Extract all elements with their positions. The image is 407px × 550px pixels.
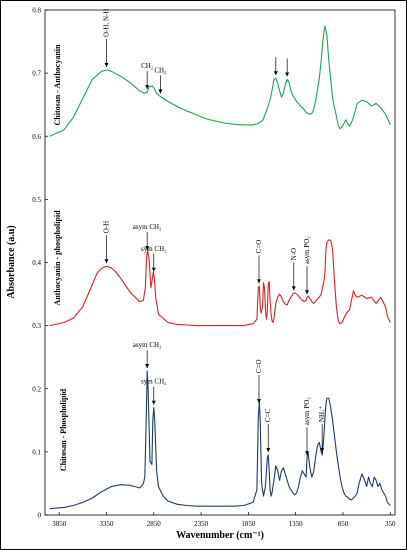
annotation-arrowhead xyxy=(320,448,325,453)
annotation-label: asym PO₂ xyxy=(303,397,311,425)
y-axis: 0 0.1 0.2 0.3 0.4 0.5 0.6 0.7 0.8 xyxy=(32,7,48,520)
annotation-label: CH₂ xyxy=(154,66,167,74)
series-label: Chitosan - Anthocyanin xyxy=(53,44,62,125)
y-tick-label: 0.3 xyxy=(32,322,41,330)
x-tick-label: 850 xyxy=(338,520,349,528)
annotation-arrowhead xyxy=(256,279,261,284)
x-tick-label: 350 xyxy=(385,520,396,528)
x-tick-label: 3350 xyxy=(99,520,114,528)
annotation-label: sym CH₂ xyxy=(141,378,167,386)
series-line-3 xyxy=(49,370,391,510)
x-tick-label: 2350 xyxy=(194,520,209,528)
x-axis: 3850 3350 2850 2350 1850 1350 850 350 xyxy=(52,512,396,528)
series-line-1 xyxy=(49,25,391,137)
annotation-label: asym PO₂ xyxy=(303,236,311,264)
annotation-label: N-O xyxy=(290,248,298,260)
x-tick-label: 1350 xyxy=(289,520,304,528)
annotation-label: O-H, N-H xyxy=(102,9,110,37)
annotation-arrowhead xyxy=(266,448,271,453)
series-label: Anthocyanin - phospholipid xyxy=(53,210,62,306)
annotation-label: C=O xyxy=(255,359,263,373)
annotation-label: asym CH₂ xyxy=(133,223,162,231)
annotation-arrowhead xyxy=(291,286,296,291)
annotation-arrowhead xyxy=(158,89,163,94)
x-tick-label: 2850 xyxy=(147,520,162,528)
x-tick-label: 1850 xyxy=(241,520,256,528)
x-tick-label: 3850 xyxy=(52,520,67,528)
annotation-label: C=C xyxy=(264,408,272,422)
annotation-label: O-H xyxy=(102,221,110,233)
x-axis-title: Wavenumber (cm⁻¹) xyxy=(176,530,264,541)
annotation-label: sym CH₂ xyxy=(141,245,167,253)
y-tick-label: 0.2 xyxy=(32,385,41,393)
annotation-label: asym CH₂ xyxy=(133,341,162,349)
y-tick-label: 0.7 xyxy=(32,70,41,78)
y-tick-label: 0.1 xyxy=(32,448,41,456)
series-line-2 xyxy=(49,239,391,327)
annotation-arrowhead xyxy=(285,72,290,77)
annotation-arrowhead xyxy=(305,451,310,456)
y-tick-label: 0.6 xyxy=(32,133,41,141)
series-layer xyxy=(49,25,391,510)
annotation-arrowhead xyxy=(305,290,310,295)
annotation-arrowhead xyxy=(145,246,150,251)
series-labels: Chitosan - Anthocyanin Anthocyanin - phos… xyxy=(53,44,68,471)
annotation-arrowhead xyxy=(273,71,278,76)
annotation-arrowhead xyxy=(145,364,150,369)
annotation-label: CH₂ xyxy=(141,62,154,70)
annotation-label: C=O xyxy=(255,240,263,254)
annotation-arrowhead xyxy=(104,259,109,264)
annotation-arrowhead xyxy=(145,85,150,90)
y-tick-label: 0.8 xyxy=(32,7,41,15)
annotation-arrowhead xyxy=(151,267,156,272)
annotation-arrowhead xyxy=(104,62,109,67)
y-tick-label: 0 xyxy=(38,512,42,520)
annotation-arrowhead xyxy=(151,400,156,405)
annotation-arrowhead xyxy=(256,399,261,404)
y-tick-label: 0.4 xyxy=(32,259,41,267)
annotation-label: NH₃⁺ xyxy=(318,405,326,422)
series-label: Chitosan - Phospholipid xyxy=(59,388,68,471)
y-axis-title: Absorbance (a.u) xyxy=(6,225,17,298)
y-tick-label: 0.5 xyxy=(32,196,41,204)
